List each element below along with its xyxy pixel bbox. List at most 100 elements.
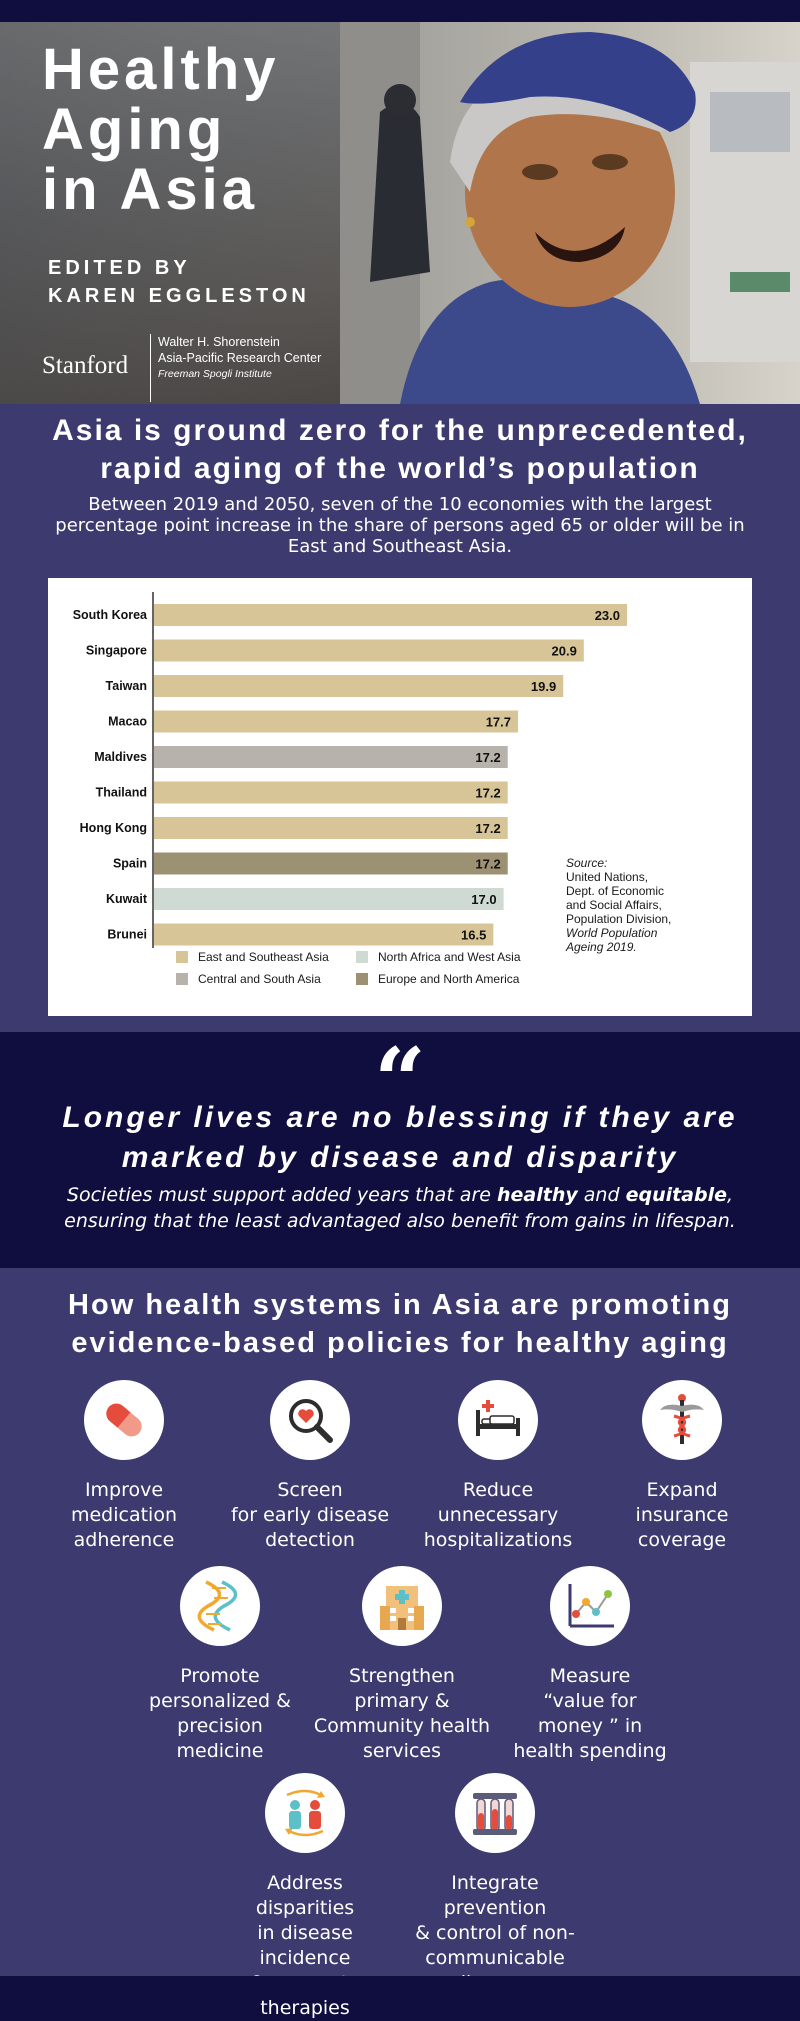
policy-label: Expand insurance coverage [592, 1478, 772, 1553]
policy-label-line: health spending [513, 1740, 667, 1762]
policy-label: Improve medication adherence [34, 1478, 214, 1553]
chart-value-label: 17.2 [475, 750, 500, 765]
chart-bar [154, 710, 519, 733]
quote-text: ensuring that the least advantaged also … [64, 1210, 736, 1232]
chart-bar [154, 639, 584, 662]
policy-label-line: Expand [646, 1479, 718, 1501]
policy-label: Screen for early disease detection [220, 1478, 400, 1553]
policy-label: Strengthen primary & Community health se… [312, 1664, 492, 1764]
policy-item-precision-medicine: Promote personalized & precision medicin… [130, 1566, 310, 1764]
chart-category-label: Kuwait [106, 892, 148, 906]
stanford-logo: Stanford [42, 352, 129, 379]
chart-bar [154, 604, 627, 626]
policy-label: Promote personalized & precision medicin… [130, 1664, 310, 1764]
chart-bar [154, 781, 508, 804]
chart-bar [154, 923, 494, 946]
book-title-line: in Asia [42, 157, 259, 222]
legend-label: Europe and North America [378, 972, 520, 986]
policies-title-line: evidence-based policies for healthy agin… [71, 1327, 729, 1359]
quote-section: “ Longer lives are no blessing if they a… [0, 1032, 800, 1268]
source-line: Source: [566, 856, 608, 870]
book-title-line: Healthy [42, 37, 280, 102]
aging-section-title: Asia is ground zero for the unprecedente… [0, 412, 800, 488]
book-title-line: Aging [42, 97, 227, 162]
top-bar [0, 0, 800, 22]
legend-item: East and Southeast Asia [176, 950, 329, 964]
policy-label-line: personalized & [149, 1690, 291, 1712]
policy-item-hospitalizations: Reduce unnecessary hospitalizations [408, 1380, 588, 1553]
policy-label-line: insurance [635, 1504, 729, 1526]
quote-text: and [577, 1184, 626, 1206]
quote-subtitle: Societies must support added years that … [30, 1182, 770, 1234]
policy-label-line: money ” in [537, 1715, 643, 1737]
book-title: Healthy Aging in Asia [42, 40, 280, 220]
quote-text: Societies must support added years that … [66, 1184, 497, 1206]
quote-title-line: Longer lives are no blessing if they are [62, 1101, 738, 1134]
legend-item: Central and South Asia [176, 972, 321, 986]
line-chart-icon [550, 1566, 630, 1646]
legend-swatch [176, 973, 188, 985]
policies-title-line: How health systems in Asia are promoting [68, 1289, 732, 1321]
policies-section-title: How health systems in Asia are promoting… [0, 1286, 800, 1362]
policy-label-line: services [363, 1740, 441, 1762]
policy-label-line: in disease incidence [257, 1922, 353, 1969]
legend-label: Central and South Asia [198, 972, 321, 986]
aging-title-line: rapid aging of the world’s population [100, 452, 700, 485]
policy-item-ncd-prevention: Integrate prevention & control of non- c… [405, 1773, 585, 1996]
policy-label-line: medicine [176, 1740, 264, 1762]
bottom-bar [0, 1976, 800, 2000]
quote-text: , [727, 1184, 734, 1206]
chart-category-label: Singapore [86, 644, 147, 658]
chart-category-label: Brunei [107, 928, 147, 942]
quote-mark-icon: “ [374, 1028, 426, 1134]
chart-source: Source: United Nations, Dept. of Economi… [566, 856, 671, 954]
research-center-name: Walter H. Shorenstein Asia-Pacific Resea… [158, 334, 321, 382]
chart-value-label: 20.9 [552, 644, 577, 659]
policy-label-line: Address [267, 1872, 343, 1894]
policy-label-line: Reduce [462, 1479, 534, 1501]
magnifier-heart-icon [270, 1380, 350, 1460]
policy-label-line: “value for [543, 1690, 637, 1712]
policy-item-screening: Screen for early disease detection [220, 1380, 400, 1553]
chart-value-label: 17.2 [475, 786, 500, 801]
editor-name: KAREN EGGLESTON [48, 285, 310, 307]
hero-background-left [0, 22, 340, 404]
policy-label-line: Screen [277, 1479, 343, 1501]
center-name-line: Walter H. Shorenstein [158, 335, 280, 349]
policy-item-medication: Improve medication adherence [34, 1380, 214, 1553]
policy-item-insurance: Expand insurance coverage [592, 1380, 772, 1553]
policy-label-line: Integrate prevention [443, 1872, 547, 1919]
chart-value-label: 17.2 [475, 821, 500, 836]
policy-label-line: hospitalizations [423, 1529, 573, 1551]
dna-icon [180, 1566, 260, 1646]
hospital-bed-icon [458, 1380, 538, 1460]
policy-label-line: primary & [354, 1690, 450, 1712]
chart-category-label: South Korea [73, 608, 148, 622]
policy-label-line: medication [70, 1504, 178, 1526]
chart-category-label: Taiwan [106, 679, 147, 693]
chart-bar [154, 852, 508, 875]
quote-emphasis-equitable: equitable [625, 1184, 728, 1206]
policy-label-line: unnecessary [437, 1504, 559, 1526]
source-line: and Social Affairs, [566, 898, 662, 912]
quote-title-line: marked by disease and disparity [121, 1141, 679, 1174]
chart-value-label: 16.5 [461, 928, 486, 943]
clinic-building-icon [362, 1566, 442, 1646]
chart-value-label: 17.2 [475, 857, 500, 872]
policy-label-line: detection [265, 1529, 355, 1551]
policy-label: Measure “value for money ” in health spe… [500, 1664, 680, 1764]
policy-label-line: for early disease [230, 1504, 390, 1526]
legend-label: North Africa and West Asia [378, 950, 521, 964]
policy-label-line: adherence [73, 1529, 175, 1551]
policy-label-line: Promote [180, 1665, 260, 1687]
aging-section: Asia is ground zero for the unprecedente… [0, 404, 800, 1032]
chart-bar [154, 675, 564, 697]
policies-section: How health systems in Asia are promoting… [0, 1268, 800, 2019]
legend-item: Europe and North America [356, 972, 519, 986]
chart-value-label: 17.7 [486, 715, 511, 730]
chart-value-label: 19.9 [531, 679, 556, 694]
policy-label-line: Improve [84, 1479, 164, 1501]
source-line: Dept. of Economic [566, 884, 665, 898]
logo-divider [150, 334, 151, 402]
chart-bar [154, 888, 504, 910]
